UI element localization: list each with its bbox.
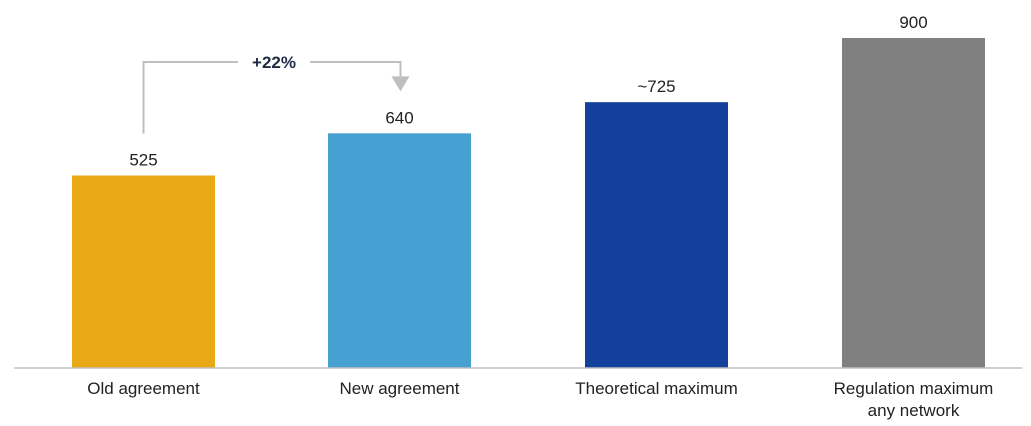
category-labels: Old agreement New agreement Theoretical ma… (87, 379, 993, 420)
category-label-line: New agreement (339, 379, 459, 398)
category-label-2: Theoretical maximum (575, 379, 738, 398)
category-label-1: New agreement (339, 379, 459, 398)
value-labels: 525 640 ~725 900 (129, 13, 927, 170)
value-label-3: 900 (899, 13, 927, 32)
category-label-line: Regulation maximum (834, 379, 994, 398)
category-label-line: Old agreement (87, 379, 200, 398)
growth-label: +22% (252, 53, 296, 72)
growth-annotation: +22% (142, 48, 410, 134)
category-label-line: Theoretical maximum (575, 379, 738, 398)
value-label-2: ~725 (637, 77, 675, 96)
value-label-0: 525 (129, 151, 157, 170)
category-label-3: Regulation maximum any network (834, 379, 994, 420)
bars (72, 38, 985, 369)
bar-1 (328, 133, 471, 368)
growth-label-background (238, 48, 310, 76)
category-label-0: Old agreement (87, 379, 200, 398)
bar-3 (842, 38, 985, 368)
value-label-1: 640 (385, 108, 413, 127)
bar-0 (72, 175, 215, 368)
growth-arrow-head (391, 76, 410, 92)
category-label-line: any network (868, 401, 960, 420)
bar-2 (585, 102, 728, 369)
